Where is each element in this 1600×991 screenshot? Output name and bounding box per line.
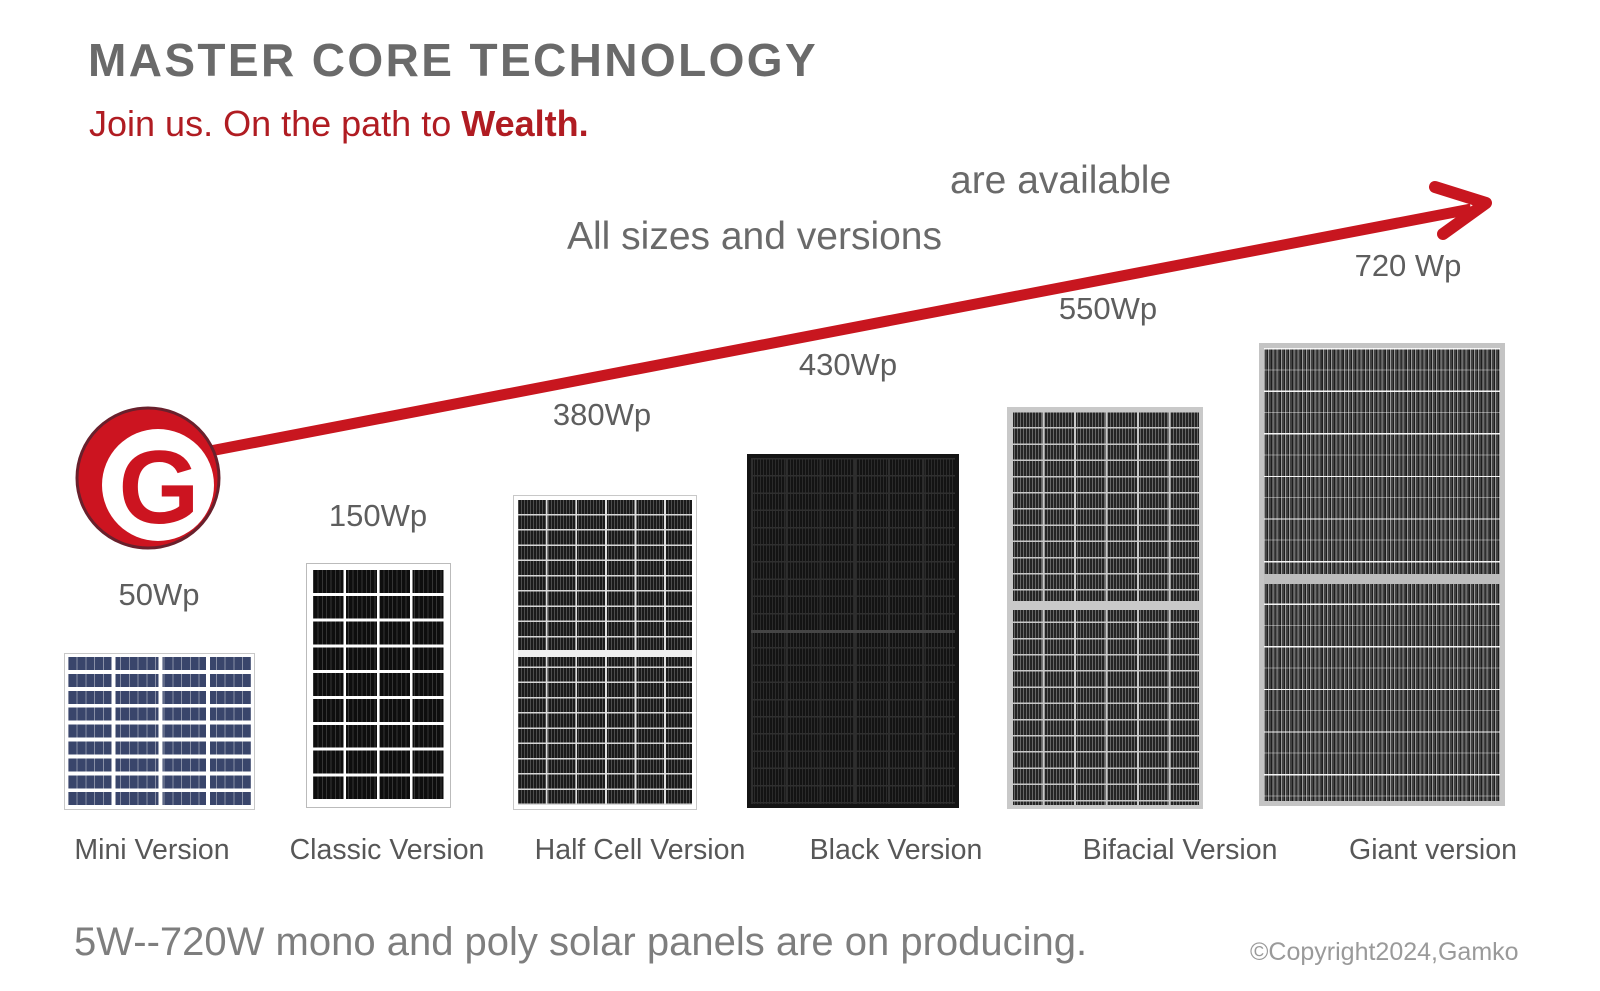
svg-text:G: G <box>119 430 200 546</box>
